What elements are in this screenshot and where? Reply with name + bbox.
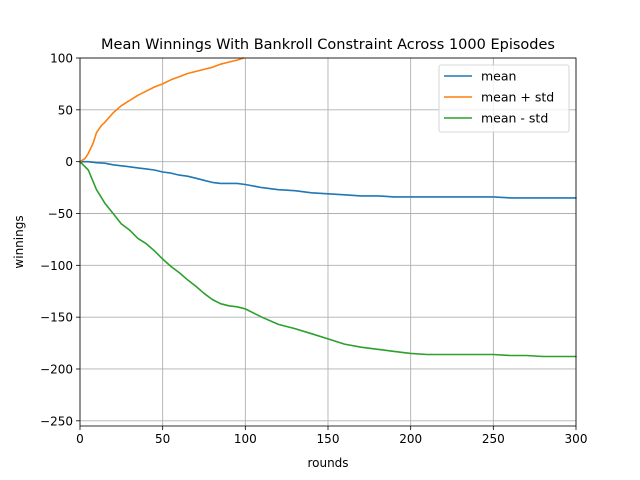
x-tick-label: 150 <box>317 432 340 446</box>
y-tick-label: 50 <box>58 103 73 117</box>
y-tick-label: −150 <box>40 311 73 325</box>
y-tick-label: 100 <box>50 52 73 66</box>
chart-title: Mean Winnings With Bankroll Constraint A… <box>101 37 555 53</box>
x-tick-label: 50 <box>155 432 170 446</box>
series-line-mean <box>79 160 577 199</box>
x-tick-label: 100 <box>234 432 257 446</box>
y-tick-label: −50 <box>48 207 73 221</box>
series-line-mean-minus-std <box>79 160 577 358</box>
x-tick-label: 300 <box>565 432 588 446</box>
data-series <box>79 57 577 358</box>
axis-ticks: 0 50 100 150 200 250 300 100 50 0 −50 −100 −150 −200 −… <box>40 52 587 447</box>
y-tick-label: −200 <box>40 362 73 376</box>
legend-box <box>438 64 570 133</box>
x-tick-label: 250 <box>482 432 505 446</box>
legend-label: mean + std <box>481 90 554 105</box>
x-tick-label: 0 <box>76 432 84 446</box>
y-axis-label: winnings <box>12 215 26 268</box>
x-tick-label: 200 <box>399 432 422 446</box>
legend-label: mean - std <box>481 111 548 126</box>
y-tick-label: −100 <box>40 259 73 273</box>
x-axis-label: rounds <box>307 456 348 470</box>
series-line-mean-plus-std <box>79 57 245 163</box>
y-tick-label: 0 <box>65 155 73 169</box>
legend-label: mean <box>481 69 516 84</box>
legend: mean mean + std mean - std <box>438 64 570 133</box>
y-tick-label: −250 <box>40 414 73 428</box>
